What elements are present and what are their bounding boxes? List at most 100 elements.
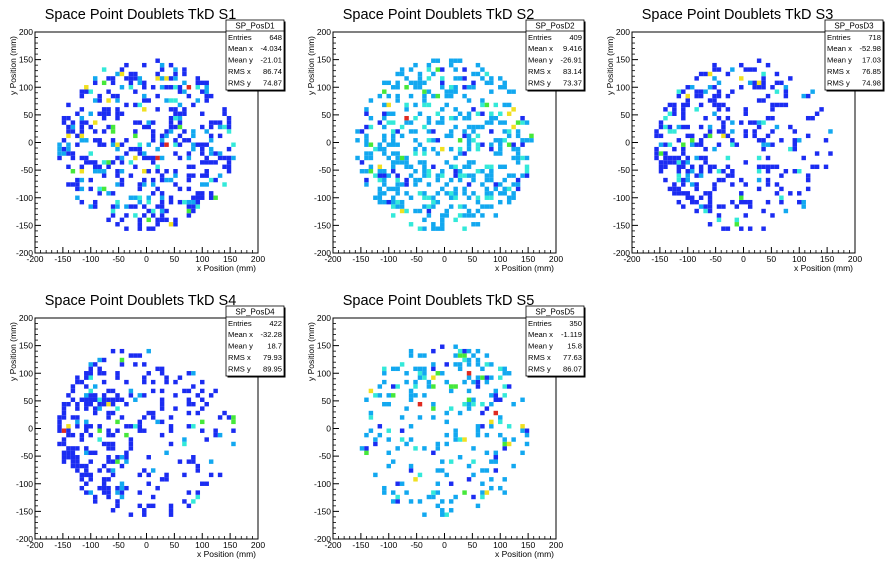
hit-cell bbox=[92, 120, 98, 125]
hit-cell bbox=[431, 348, 436, 354]
hit-cell bbox=[515, 160, 521, 165]
hit-cell bbox=[484, 71, 490, 77]
hit-cell bbox=[466, 388, 472, 394]
hit-cell bbox=[506, 102, 512, 108]
hit-cell bbox=[70, 151, 76, 156]
hit-cell bbox=[444, 133, 449, 139]
hit-cell bbox=[489, 485, 494, 491]
hit-cell bbox=[66, 393, 71, 398]
hit-cell bbox=[761, 138, 766, 143]
hit-cell bbox=[466, 213, 472, 218]
hit-cell bbox=[395, 191, 400, 196]
hit-cell bbox=[182, 67, 187, 72]
hit-cell bbox=[88, 459, 93, 464]
y-axis-label: y Position (mm) bbox=[306, 322, 316, 381]
stats-name: SP_PosD5 bbox=[535, 308, 575, 317]
hit-cell bbox=[779, 186, 784, 192]
x-tick-label: -150 bbox=[54, 254, 71, 264]
hit-cell bbox=[417, 85, 423, 90]
hit-cell bbox=[685, 98, 690, 103]
hit-cell bbox=[115, 419, 120, 425]
hit-cell bbox=[115, 222, 120, 227]
hit-cell bbox=[382, 133, 387, 139]
hit-cell bbox=[200, 388, 205, 394]
hit-cell bbox=[471, 213, 476, 218]
hit-cell bbox=[164, 208, 169, 214]
hit-cell bbox=[97, 191, 102, 196]
hit-cell bbox=[698, 124, 704, 130]
hit-cell bbox=[382, 199, 387, 205]
stats-label: RMS x bbox=[228, 353, 251, 362]
hit-cell bbox=[124, 485, 129, 491]
hit-cell bbox=[61, 120, 67, 125]
hit-cell bbox=[765, 115, 771, 121]
hit-cell bbox=[676, 173, 682, 178]
hit-cell bbox=[106, 490, 111, 495]
hit-cell bbox=[663, 155, 668, 161]
hit-cell bbox=[444, 213, 449, 218]
hit-cell bbox=[761, 146, 766, 152]
hit-cell bbox=[756, 155, 762, 161]
hit-cell bbox=[84, 490, 89, 495]
hit-cell bbox=[124, 401, 129, 407]
hit-cell bbox=[511, 437, 516, 442]
hit-cell bbox=[484, 432, 490, 438]
hit-cell bbox=[453, 85, 458, 90]
hit-cell bbox=[739, 85, 744, 90]
hit-cell bbox=[137, 151, 143, 156]
stats-label: RMS y bbox=[228, 78, 251, 87]
hit-cell bbox=[453, 344, 458, 349]
stats-label: RMS y bbox=[528, 78, 551, 87]
hit-cell bbox=[448, 129, 454, 134]
hit-cell bbox=[498, 142, 503, 147]
hit-cell bbox=[84, 155, 89, 161]
hit-cell bbox=[146, 217, 151, 223]
hit-cell bbox=[721, 129, 726, 134]
hit-cell bbox=[195, 76, 201, 81]
hit-cell bbox=[106, 410, 111, 416]
hit-cell bbox=[462, 437, 467, 442]
hit-cell bbox=[408, 468, 414, 473]
hit-cell bbox=[110, 124, 116, 130]
hit-cell bbox=[408, 222, 414, 227]
hit-cell bbox=[382, 371, 387, 376]
hit-cell bbox=[725, 164, 731, 170]
hit-cell bbox=[716, 89, 722, 94]
hit-cell bbox=[97, 186, 102, 192]
hit-cell bbox=[698, 155, 704, 161]
hit-cell bbox=[404, 371, 409, 376]
hit-cell bbox=[159, 477, 165, 482]
x-tick-label: 50 bbox=[468, 540, 478, 550]
hit-cell bbox=[417, 80, 423, 86]
hit-cell bbox=[484, 204, 490, 209]
hit-cell bbox=[101, 481, 107, 486]
hit-cell bbox=[97, 371, 102, 376]
y-tick-label: -100 bbox=[16, 193, 33, 203]
hit-cell bbox=[70, 446, 76, 451]
hit-cell bbox=[694, 93, 699, 99]
hit-cell bbox=[484, 468, 490, 473]
hit-cell bbox=[466, 348, 472, 354]
hit-cell bbox=[770, 102, 775, 108]
stats-value: 76.85 bbox=[862, 67, 881, 76]
hit-cell bbox=[142, 124, 147, 130]
hit-cell bbox=[694, 186, 699, 192]
hit-cell bbox=[142, 512, 147, 517]
panel-4: Space Point Doublets TkD S4-200 -150 -100-… bbox=[8, 293, 286, 559]
hit-cell bbox=[480, 424, 485, 429]
hit-cell bbox=[70, 432, 76, 438]
hit-cell bbox=[471, 397, 476, 402]
hit-cell bbox=[195, 490, 201, 495]
hit-cell bbox=[765, 182, 771, 187]
hit-cell bbox=[689, 133, 695, 139]
hit-cell bbox=[493, 102, 499, 108]
hit-cell bbox=[426, 204, 432, 209]
hit-cell bbox=[88, 111, 93, 116]
hit-cell bbox=[667, 160, 673, 165]
hit-cell bbox=[168, 107, 174, 112]
hit-cell bbox=[173, 151, 178, 156]
hit-cell bbox=[88, 450, 93, 456]
stats-value: 74.87 bbox=[263, 78, 282, 87]
y-tick-label: 0 bbox=[28, 424, 33, 434]
